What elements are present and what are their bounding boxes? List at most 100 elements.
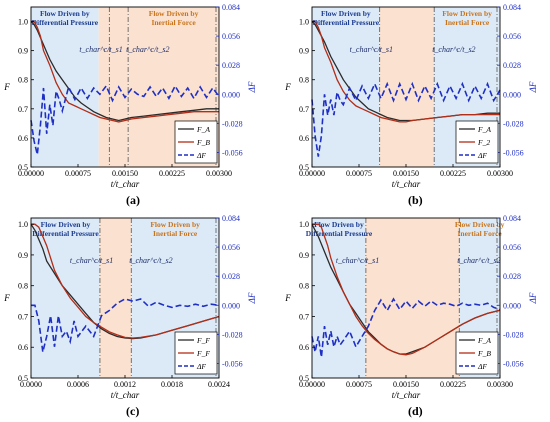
x-tick-label: 0.00150 [393,380,419,389]
legend-label: F_2 [477,138,490,147]
region-label-inertial: Flow Driven by Inertial Force [150,220,200,238]
legend-label: ΔF [477,151,487,160]
y-tick-label: 0.7 [299,312,309,321]
series-line-2 [311,81,501,157]
y-right-tick-label: 0.000 [222,90,240,99]
y-right-tick-label: 0.084 [503,3,521,12]
y-tick-label: 0.7 [18,105,28,114]
legend-label: F_A [196,125,210,134]
y-tick-label: 0.9 [299,251,309,260]
region-label-inertial: Flow Driven by Inertial Force [442,9,492,27]
y-right-tick-label: -0.056 [222,359,243,368]
y-right-tick-label: 0.056 [503,32,521,41]
y-right-tick-label: 0.028 [503,272,521,281]
y-axis-label: F [3,293,10,303]
y-tick-label: 0.6 [299,134,309,143]
x-tick-label: 0.00300 [487,380,513,389]
y-right-tick-label: -0.028 [222,119,243,128]
y-right-tick-label: -0.056 [222,148,243,157]
marker-label: t_char^c/t_s1 [336,256,379,265]
x-tick-label: 0.00225 [440,169,466,178]
y-right-tick-label: 0.056 [222,32,240,41]
y-right-tick-label: 0.028 [222,272,240,281]
y-right-tick-label: 0.000 [503,301,521,310]
region-band [365,218,460,378]
legend-label: F_B [477,349,491,358]
marker-label: t_char^c/t_s1 [70,256,113,265]
legend-label: ΔF [477,362,487,371]
legend-label: ΔF [196,362,206,371]
caption-d: (d) [408,404,423,418]
y-tick-label: 0.8 [299,282,309,291]
y-right-tick-label: -0.056 [503,148,524,157]
x-axis-label: t/t_char [392,179,421,189]
x-tick-label: 0.00075 [346,169,372,178]
y-tick-label: 0.7 [299,105,309,114]
chart-panel-2: Flow Driven by Differential Pressure Flow … [3,214,257,400]
y-right-axis-label: ΔF [528,81,538,93]
chart-panel-3: Flow Driven by Differential Pressure Flow … [284,214,538,400]
y-right-axis-label: ΔF [528,292,538,304]
y-right-axis-label: ΔF [247,81,257,93]
x-tick-label: 0.00000 [299,169,325,178]
y-right-axis-label: ΔF [247,292,257,304]
y-right-tick-label: 0.084 [503,214,521,223]
y-tick-label: 0.6 [18,134,28,143]
y-tick-label: 0.9 [18,251,28,260]
marker-label: t_char^c/t_s2 [129,256,172,265]
x-tick-label: 0.00225 [440,380,466,389]
y-tick-label: 1.0 [18,220,28,229]
y-tick-label: 1.0 [299,18,309,27]
y-tick-label: 0.8 [18,282,28,291]
x-tick-label: 0.00000 [299,380,325,389]
x-tick-label: 0.00075 [65,169,91,178]
y-right-tick-label: 0.028 [222,61,240,70]
x-tick-label: 0.0024 [208,380,230,389]
region-band [99,218,132,378]
legend-label: F_B [196,138,210,147]
caption-b: (b) [408,193,423,207]
y-right-tick-label: 0.028 [503,61,521,70]
series-line-1 [31,223,220,339]
y-tick-label: 1.0 [18,18,28,27]
region-label-differential: Flow Driven by Differential Pressure [306,220,373,238]
y-tick-label: 0.5 [299,163,309,172]
legend-label: F_F [196,336,210,345]
x-tick-label: 0.0012 [114,380,136,389]
x-tick-label: 0.00075 [346,380,372,389]
region-label-differential: Flow Driven by Differential Pressure [313,9,380,27]
y-tick-label: 0.8 [18,76,28,85]
marker-label: t_char^c/t_s1 [79,45,122,54]
y-right-tick-label: 0.000 [503,90,521,99]
series-line-2 [311,297,501,358]
marker-label: t_char^c/t_s1 [350,45,393,54]
marker-label: t_char^c/t_s2 [457,256,500,265]
x-axis-label: t/t_char [111,390,140,400]
x-axis-label: t/t_char [392,390,421,400]
y-right-tick-label: 0.000 [222,301,240,310]
legend-label: F_A [477,336,491,345]
y-right-tick-label: -0.028 [503,119,524,128]
marker-label: t_char^c/t_s2 [432,45,475,54]
x-axis-label: t/t_char [111,179,140,189]
y-axis-label: F [284,82,291,92]
x-tick-label: 0.00225 [159,169,185,178]
y-tick-label: 1.0 [299,220,309,229]
y-tick-label: 0.9 [18,47,28,56]
y-right-tick-label: -0.028 [503,330,524,339]
x-tick-label: 0.00150 [393,169,419,178]
x-tick-label: 0.00300 [487,169,513,178]
region-label-inertial: Flow Driven by Inertial Force [149,9,199,27]
x-tick-label: 0.00000 [18,169,44,178]
y-tick-label: 0.5 [18,163,28,172]
x-tick-label: 0.0000 [20,380,42,389]
y-tick-label: 0.9 [299,47,309,56]
region-band [98,7,129,167]
marker-label: t_char^c/t_s2 [126,45,169,54]
y-tick-label: 0.6 [18,343,28,352]
y-axis-label: F [3,82,10,92]
series-line-1 [312,223,501,356]
y-tick-label: 0.5 [299,374,309,383]
y-tick-label: 0.7 [18,312,28,321]
y-right-tick-label: 0.084 [222,3,240,12]
